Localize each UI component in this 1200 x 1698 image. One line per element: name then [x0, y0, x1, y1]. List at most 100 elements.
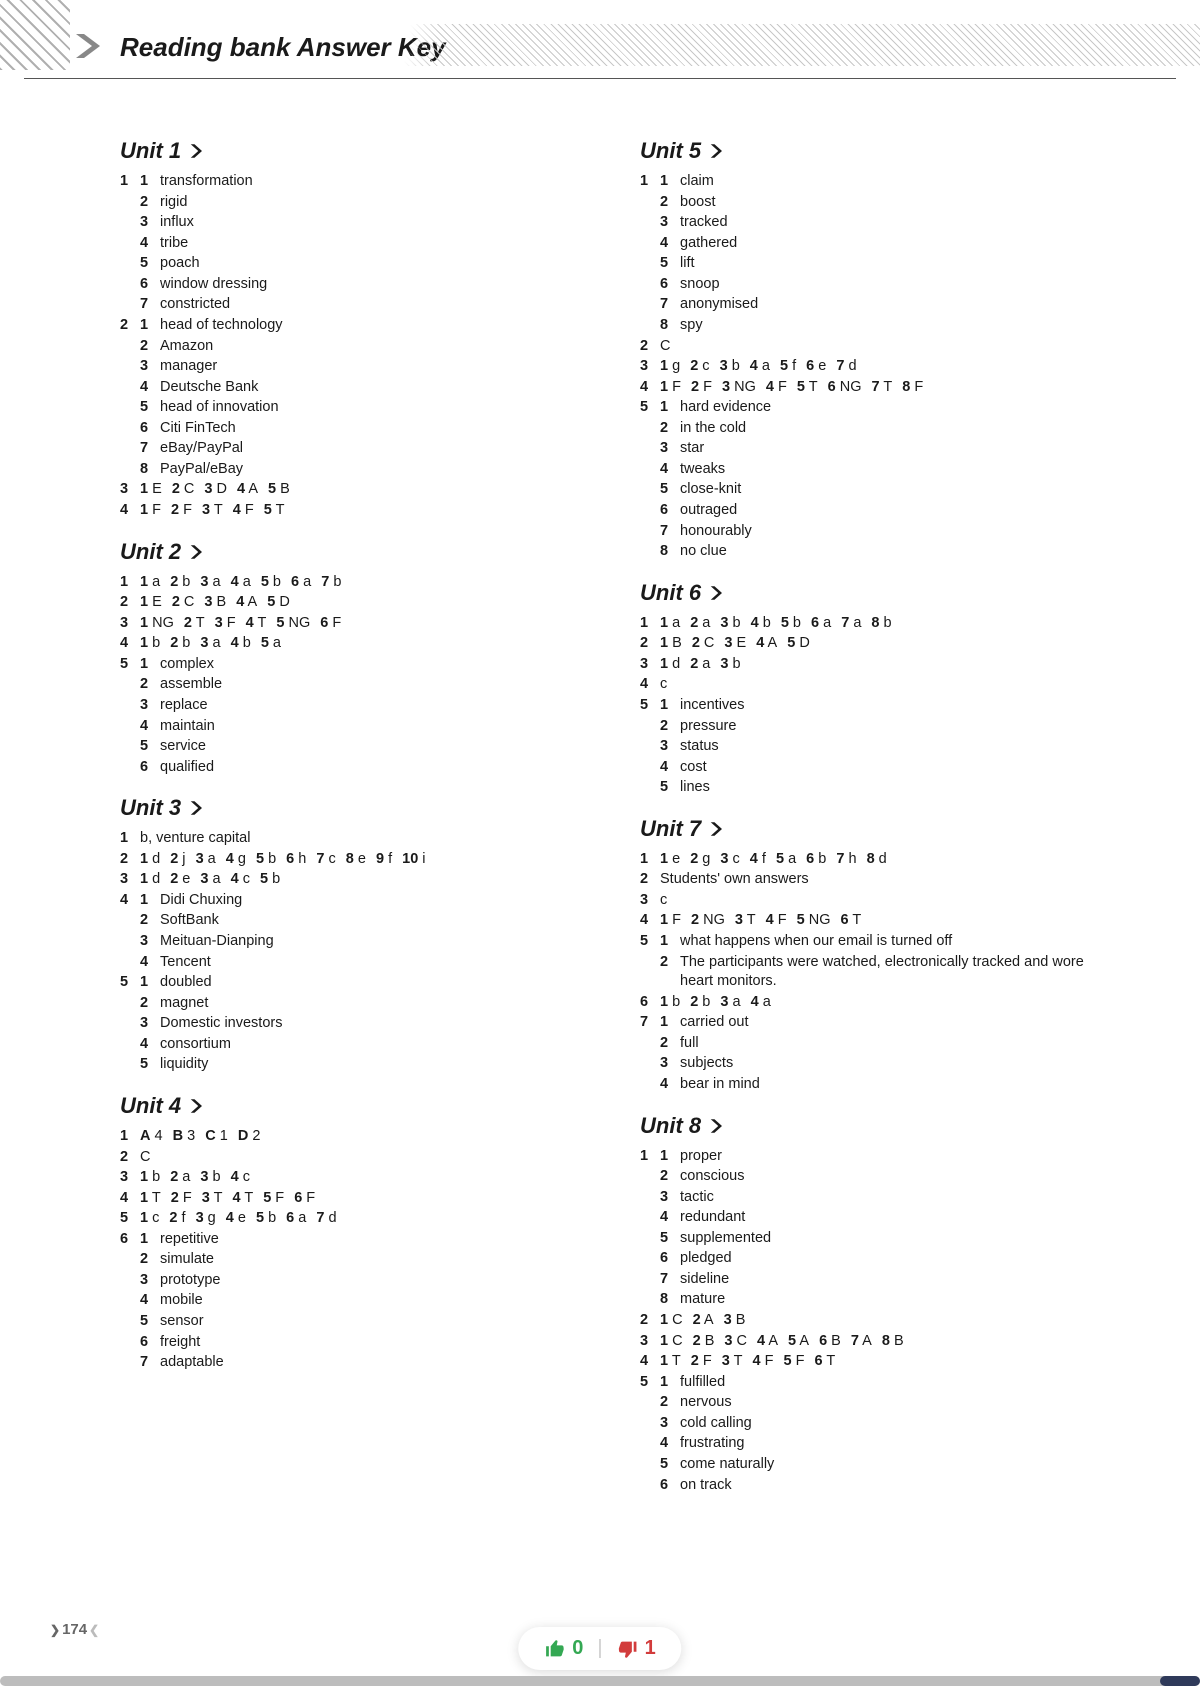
answer-row: 5service [120, 737, 580, 757]
answer-row: 7constricted [120, 295, 580, 315]
answer-row: 11 a 2 b 3 a 4 a 5 b 6 a 7 b [120, 573, 580, 593]
answer-row: 6pledged [640, 1249, 1100, 1269]
answer-row: 4Deutsche Bank [120, 378, 580, 398]
column-right: Unit 5 11claim2boost3tracked4gathered5li… [640, 120, 1100, 1496]
unit-title: Unit 1 [120, 138, 580, 164]
answer-row: 21 d 2 j 3 a 4 g 5 b 6 h 7 c 8 e 9 f 10 … [120, 850, 580, 870]
answer-row: 3c [640, 891, 1100, 911]
answer-row: 8spy [640, 316, 1100, 336]
answer-row: 6window dressing [120, 275, 580, 295]
answer-row: 7sideline [640, 1270, 1100, 1290]
answer-row: 21head of technology [120, 316, 580, 336]
answer-row: 51incentives [640, 696, 1100, 716]
answer-row: 31 NG 2 T 3 F 4 T 5 NG 6 F [120, 614, 580, 634]
answer-row: 3star [640, 439, 1100, 459]
thumbs-down-button[interactable]: 1 [617, 1637, 656, 1660]
page-body: Unit 1 11transformation2rigid3influx4tri… [0, 90, 1200, 1496]
answer-row: 51complex [120, 655, 580, 675]
thumbs-up-count: 0 [572, 1637, 583, 1660]
answer-row: 4Tencent [120, 953, 580, 973]
answer-row: 21 C 2 A 3 B [640, 1311, 1100, 1331]
chevron-icon [187, 799, 205, 817]
page-number: ❯ 174 ❯ [50, 1621, 99, 1638]
thumbs-up-icon [544, 1638, 566, 1660]
answer-row: 7eBay/PayPal [120, 439, 580, 459]
answer-row: 2full [640, 1034, 1100, 1054]
answer-row: 2conscious [640, 1167, 1100, 1187]
answer-row: 4mobile [120, 1291, 580, 1311]
answer-row: 11 e 2 g 3 c 4 f 5 a 6 b 7 h 8 d [640, 850, 1100, 870]
unit-title: Unit 6 [640, 580, 1100, 606]
answer-row: 41 T 2 F 3 T 4 T 5 F 6 F [120, 1189, 580, 1209]
answer-row: 51 c 2 f 3 g 4 e 5 b 6 a 7 d [120, 1209, 580, 1229]
answer-row: 41Didi Chuxing [120, 891, 580, 911]
chev-right-icon: ❯ [89, 1623, 99, 1637]
answer-row: 31 C 2 B 3 C 4 A 5 A 6 B 7 A 8 B [640, 1332, 1100, 1352]
header-hatch-bar [380, 24, 1200, 66]
answer-row: 5supplemented [640, 1229, 1100, 1249]
answer-row: 51hard evidence [640, 398, 1100, 418]
answer-row: 71carried out [640, 1013, 1100, 1033]
unit-title: Unit 4 [120, 1093, 580, 1119]
answer-row: 5close-knit [640, 480, 1100, 500]
answer-row: 61 b 2 b 3 a 4 a [640, 993, 1100, 1013]
answer-row: 51what happens when our email is turned … [640, 932, 1100, 952]
answer-row: 2pressure [640, 717, 1100, 737]
answer-row: 2magnet [120, 994, 580, 1014]
answer-row: 2simulate [120, 1250, 580, 1270]
answer-row: 2rigid [120, 193, 580, 213]
answer-row: 3status [640, 737, 1100, 757]
columns: Unit 1 11transformation2rigid3influx4tri… [120, 120, 1100, 1496]
page-header: Reading bank Answer Key [0, 0, 1200, 90]
answer-row: 41 F 2 NG 3 T 4 F 5 NG 6 T [640, 911, 1100, 931]
answer-row: 1A 4 B 3 C 1 D 2 [120, 1127, 580, 1147]
thumbs-down-icon [617, 1638, 639, 1660]
answer-row: 2Amazon [120, 337, 580, 357]
answer-row: 41 F 2 F 3 NG 4 F 5 T 6 NG 7 T 8 F [640, 378, 1100, 398]
answer-row: 31 d 2 a 3 b [640, 655, 1100, 675]
answer-row: 3subjects [640, 1054, 1100, 1074]
unit-title: Unit 8 [640, 1113, 1100, 1139]
answer-row: 2C [640, 337, 1100, 357]
answer-row: 8no clue [640, 542, 1100, 562]
answer-row: 2C [120, 1148, 580, 1168]
answer-row: 2boost [640, 193, 1100, 213]
answer-row: 21 E 2 C 3 B 4 A 5 D [120, 593, 580, 613]
answer-row: 6on track [640, 1476, 1100, 1496]
answer-row: 4tweaks [640, 460, 1100, 480]
answer-row: 4cost [640, 758, 1100, 778]
answer-row: 51doubled [120, 973, 580, 993]
unit-title: Unit 7 [640, 816, 1100, 842]
answer-row: 51fulfilled [640, 1373, 1100, 1393]
unit-title: Unit 5 [640, 138, 1100, 164]
answer-row: 4gathered [640, 234, 1100, 254]
answer-row: 11claim [640, 172, 1100, 192]
answer-row: 5liquidity [120, 1055, 580, 1075]
chevron-icon [70, 28, 106, 64]
answer-row: 2assemble [120, 675, 580, 695]
answer-row: 41 b 2 b 3 a 4 b 5 a [120, 634, 580, 654]
answer-row: 3influx [120, 213, 580, 233]
answer-row: 61repetitive [120, 1230, 580, 1250]
answer-row: 11proper [640, 1147, 1100, 1167]
corner-hatch [0, 0, 70, 70]
answer-row: 6qualified [120, 758, 580, 778]
answer-row: 4tribe [120, 234, 580, 254]
answer-row: 4c [640, 675, 1100, 695]
thumbs-up-button[interactable]: 0 [544, 1637, 583, 1660]
answer-row: 2The participants were watched, electron… [640, 953, 1100, 992]
answer-row: 41 F 2 F 3 T 4 F 5 T [120, 501, 580, 521]
answer-row: 7anonymised [640, 295, 1100, 315]
answer-row: 3prototype [120, 1271, 580, 1291]
divider: | [597, 1637, 602, 1660]
answer-row: 6Citi FinTech [120, 419, 580, 439]
answer-row: 2in the cold [640, 419, 1100, 439]
unit-title: Unit 2 [120, 539, 580, 565]
answer-row: 6outraged [640, 501, 1100, 521]
scrollbar-horizontal[interactable] [0, 1676, 1200, 1686]
column-left: Unit 1 11transformation2rigid3influx4tri… [120, 120, 580, 1496]
answer-row: 8mature [640, 1290, 1100, 1310]
chevron-icon [707, 584, 725, 602]
chev-left-icon: ❯ [50, 1623, 60, 1637]
answer-row: 5lines [640, 778, 1100, 798]
